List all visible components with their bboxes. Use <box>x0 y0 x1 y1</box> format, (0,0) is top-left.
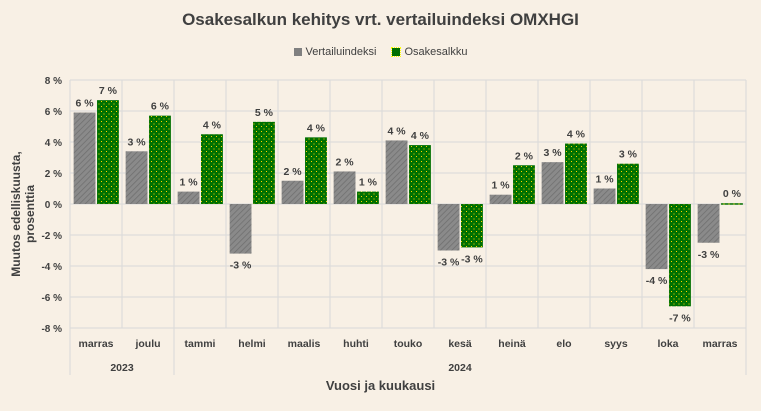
bar-vertailuindeksi <box>541 162 564 204</box>
y-tick-label: -6 % <box>41 293 62 304</box>
bar-vertailuindeksi <box>645 204 668 270</box>
data-label: 3 % <box>544 147 563 159</box>
data-label: 6 % <box>76 98 95 110</box>
y-tick-label: 0 % <box>45 200 62 211</box>
bar-osakesalkku <box>305 137 327 204</box>
x-tick-label: syys <box>604 338 628 350</box>
bar-vertailuindeksi <box>489 194 512 204</box>
x-tick-label: marras <box>78 338 113 350</box>
bar-osakesalkku <box>149 115 171 204</box>
y-tick-label: 2 % <box>45 169 62 180</box>
legend-swatch <box>293 48 302 56</box>
bar-vertailuindeksi <box>229 204 252 254</box>
bar-vertailuindeksi <box>177 191 200 204</box>
x-tick-label: elo <box>556 338 571 350</box>
x-axis-label: Vuosi ja kuukausi <box>325 378 436 393</box>
legend-item-vertailuindeksi: Vertailuindeksi <box>293 46 377 58</box>
bar-osakesalkku <box>669 204 691 307</box>
x-tick-label: helmi <box>238 338 266 350</box>
x-tick-label: huhti <box>343 338 369 350</box>
data-label: -3 % <box>698 249 720 261</box>
bar-vertailuindeksi <box>437 204 460 251</box>
data-label: 0 % <box>723 188 742 200</box>
chart-title: Osakesalkun kehitys vrt. vertailuindeksi… <box>182 10 579 29</box>
data-label: -7 % <box>669 312 691 324</box>
y-tick-label: 4 % <box>45 138 62 149</box>
bar-osakesalkku <box>565 143 587 204</box>
bar-osakesalkku <box>513 165 535 204</box>
bar-osakesalkku <box>617 163 639 204</box>
data-label: 4 % <box>567 129 586 141</box>
data-label: -3 % <box>230 260 252 272</box>
bar-osakesalkku <box>721 203 743 205</box>
data-label: 6 % <box>151 101 170 113</box>
data-label: -3 % <box>438 257 460 269</box>
legend-label: Osakesalkku <box>404 46 468 58</box>
y-tick-label: -2 % <box>41 231 62 242</box>
data-label: 3 % <box>619 149 638 161</box>
legend-label: Vertailuindeksi <box>305 46 377 58</box>
bar-osakesalkku <box>461 204 483 248</box>
data-label: 1 % <box>596 174 615 186</box>
y-tick-label: 6 % <box>45 107 62 118</box>
data-label: 1 % <box>359 177 378 189</box>
x-tick-label: joulu <box>134 338 160 350</box>
data-label: 5 % <box>255 107 274 119</box>
data-label: -3 % <box>461 253 483 265</box>
data-label: -4 % <box>646 275 668 287</box>
year-label: 2023 <box>110 362 134 374</box>
bar-vertailuindeksi <box>697 204 720 243</box>
x-tick-label: maalis <box>288 338 321 350</box>
bar-osakesalkku <box>357 191 379 204</box>
y-tick-label: -4 % <box>41 262 62 273</box>
x-tick-label: loka <box>657 338 678 350</box>
data-label: 2 % <box>284 166 303 178</box>
data-label: 3 % <box>128 136 147 148</box>
data-label: 4 % <box>411 130 430 142</box>
legend-item-osakesalkku: Osakesalkku <box>391 46 468 58</box>
data-label: 1 % <box>180 177 199 189</box>
x-tick-label: tammi <box>185 338 216 350</box>
bar-vertailuindeksi <box>593 188 616 204</box>
legend-swatch <box>391 47 402 57</box>
year-label: 2024 <box>448 362 472 374</box>
bar-vertailuindeksi <box>125 151 148 204</box>
bar-vertailuindeksi <box>333 171 356 204</box>
bar-osakesalkku <box>201 134 223 204</box>
x-tick-label: touko <box>394 338 423 350</box>
x-tick-label: heinä <box>498 338 526 350</box>
bar-vertailuindeksi <box>281 180 304 204</box>
data-label: 7 % <box>99 85 118 97</box>
x-tick-label: marras <box>702 338 737 350</box>
y-tick-label: -8 % <box>41 324 62 335</box>
data-label: 2 % <box>336 156 355 168</box>
data-label: 1 % <box>492 180 511 192</box>
y-tick-label: 8 % <box>45 76 62 87</box>
legend: Vertailuindeksi Osakesalkku <box>0 46 761 58</box>
bar-vertailuindeksi <box>73 112 96 204</box>
data-label: 2 % <box>515 150 534 162</box>
data-label: 4 % <box>388 125 407 137</box>
bar-osakesalkku <box>97 100 119 204</box>
x-tick-label: kesä <box>448 338 472 350</box>
data-label: 4 % <box>307 122 326 134</box>
data-label: 4 % <box>203 119 222 131</box>
bar-osakesalkku <box>253 121 275 204</box>
bar-vertailuindeksi <box>385 140 408 204</box>
bar-osakesalkku <box>409 145 431 204</box>
